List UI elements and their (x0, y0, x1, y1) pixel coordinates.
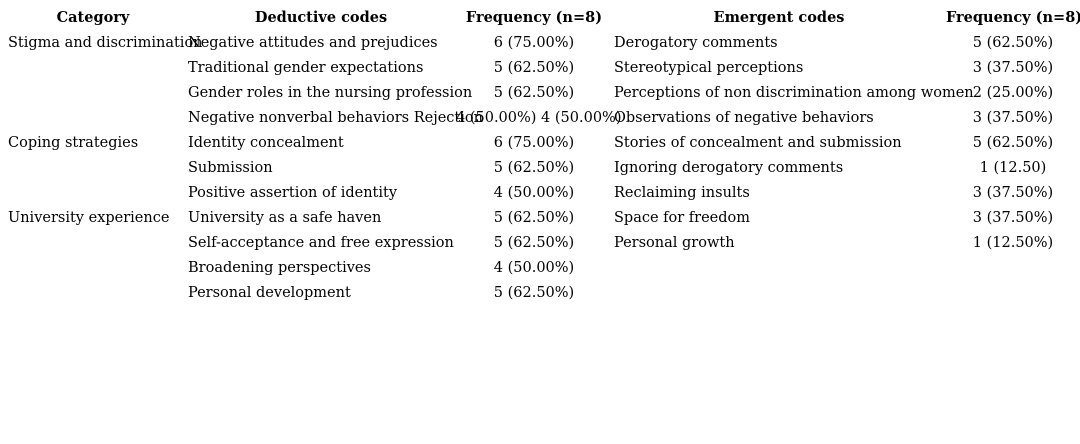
table-row: Coping strategies Identity concealment 6 (… (0, 130, 1080, 155)
table-body: Stigma and discrimination Negative attitu… (0, 30, 1080, 305)
cell-freq1: 5 (62.50%) (493, 59, 575, 76)
header-category: Category (56, 9, 130, 26)
table-row: Traditional gender expectations 5 (62.50%… (0, 55, 1080, 80)
cell-category (0, 180, 186, 205)
cell-deductive: Traditional gender expectations (188, 59, 424, 76)
cell-deductive: Positive assertion of identity (188, 184, 398, 201)
cell-freq2 (946, 280, 1080, 305)
cell-emergent: Derogatory comments (614, 34, 778, 51)
cell-freq2: 1 (12.50%) (972, 234, 1054, 251)
codes-frequency-table-wrap: Category Deductive codes Frequency (n=8)… (0, 5, 1080, 305)
cell-emergent: Stereotypical perceptions (614, 59, 804, 76)
cell-freq2: 5 (62.50%) (972, 34, 1054, 51)
header-frequency-1: Frequency (n=8) (465, 9, 603, 26)
cell-emergent (612, 280, 946, 305)
table-row: Negative nonverbal behaviors Rejection 4 … (0, 105, 1080, 130)
cell-freq1: 5 (62.50%) (493, 159, 575, 176)
cell-freq1: 6 (75.00%) (493, 134, 575, 151)
cell-category: Stigma and discrimination (8, 34, 203, 51)
codes-frequency-table: Category Deductive codes Frequency (n=8)… (0, 5, 1080, 305)
table-row: Self-acceptance and free expression 5 (62… (0, 230, 1080, 255)
cell-emergent: Reclaiming insults (614, 184, 750, 201)
cell-freq2: 5 (62.50%) (972, 134, 1054, 151)
cell-freq2: 3 (37.50%) (972, 59, 1054, 76)
table-row: Stigma and discrimination Negative attitu… (0, 30, 1080, 55)
cell-category (0, 280, 186, 305)
cell-deductive: Identity concealment (188, 134, 344, 151)
header-deductive-codes: Deductive codes (254, 9, 388, 26)
cell-category (0, 80, 186, 105)
cell-freq1: 6 (75.00%) (493, 34, 575, 51)
header-emergent-codes: Emergent codes (713, 9, 845, 26)
cell-freq1: 4 (50.00%) 4 (50.00%) (456, 109, 622, 126)
cell-emergent: Ignoring derogatory comments (614, 159, 844, 176)
cell-deductive: Submission (188, 159, 273, 176)
cell-freq1: 5 (62.50%) (493, 284, 575, 301)
table-row: University experience University as a saf… (0, 205, 1080, 230)
cell-deductive: Personal development (188, 284, 351, 301)
cell-freq1: 4 (50.00%) (493, 259, 575, 276)
table-row: Broadening perspectives 4 (50.00%) (0, 255, 1080, 280)
cell-category (0, 255, 186, 280)
cell-freq1: 5 (62.50%) (493, 234, 575, 251)
cell-category (0, 155, 186, 180)
cell-category: Coping strategies (8, 134, 139, 151)
table-row: Positive assertion of identity 4 (50.00%)… (0, 180, 1080, 205)
cell-category (0, 105, 186, 130)
cell-freq2: 2 (25.00%) (972, 84, 1054, 101)
table-row: Gender roles in the nursing profession 5 … (0, 80, 1080, 105)
table-header-row: Category Deductive codes Frequency (n=8)… (0, 5, 1080, 30)
cell-emergent: Observations of negative behaviors (614, 109, 874, 126)
cell-emergent: Space for freedom (614, 209, 751, 226)
cell-deductive: Negative nonverbal behaviors Rejection (188, 109, 483, 126)
cell-deductive: Negative attitudes and prejudices (188, 34, 438, 51)
cell-emergent: Stories of concealment and submission (614, 134, 902, 151)
cell-emergent: Perceptions of non discrimination among … (614, 84, 974, 101)
cell-deductive: Gender roles in the nursing profession (188, 84, 473, 101)
cell-deductive: Broadening perspectives (188, 259, 371, 276)
cell-category (0, 230, 186, 255)
cell-freq2 (946, 255, 1080, 280)
cell-freq1: 4 (50.00%) (493, 184, 575, 201)
table-row: Personal development 5 (62.50%) (0, 280, 1080, 305)
cell-freq2: 3 (37.50%) (972, 109, 1054, 126)
table-row: Submission 5 (62.50%) Ignoring derogatory … (0, 155, 1080, 180)
cell-freq1: 5 (62.50%) (493, 209, 575, 226)
header-frequency-2: Frequency (n=8) (946, 9, 1080, 26)
cell-freq2: 1 (12.50) (979, 159, 1047, 176)
cell-deductive: University as a safe haven (188, 209, 382, 226)
cell-freq2: 3 (37.50%) (972, 209, 1054, 226)
cell-category (0, 55, 186, 80)
cell-emergent: Personal growth (614, 234, 735, 251)
cell-emergent (612, 255, 946, 280)
cell-deductive: Self-acceptance and free expression (188, 234, 454, 251)
cell-category: University experience (8, 209, 170, 226)
cell-freq1: 5 (62.50%) (493, 84, 575, 101)
cell-freq2: 3 (37.50%) (972, 184, 1054, 201)
